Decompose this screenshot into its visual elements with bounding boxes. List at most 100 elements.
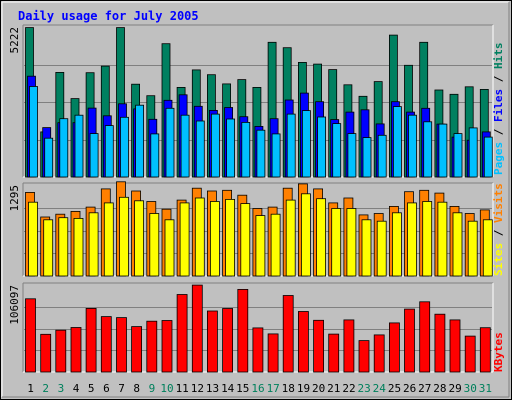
day-label-18: 18: [282, 382, 295, 395]
bar-pages-day-20: [317, 116, 327, 178]
bar-pages-day-29: [453, 133, 463, 178]
day-label-27: 27: [418, 382, 431, 395]
bar-sites-day-3: [58, 217, 69, 277]
bar-pages-day-31: [483, 136, 493, 178]
panel-requests: 5222 Pages / Files / Hits: [8, 24, 505, 178]
bar-kbytes-day-19: [297, 311, 309, 373]
bar-sites-day-8: [134, 200, 145, 277]
panel-kbytes: 106097 KBytes: [8, 282, 505, 373]
bar-pages-day-17: [271, 133, 281, 178]
panel-axis-label: Pages / Files / Hits: [492, 43, 505, 176]
bar-pages-day-7: [120, 116, 129, 178]
bar-sites-day-21: [331, 208, 342, 277]
day-label-15: 15: [236, 382, 249, 395]
day-label-22: 22: [342, 382, 355, 395]
bar-kbytes-day-26: [404, 308, 415, 373]
day-label-1: 1: [27, 382, 34, 395]
bar-pages-day-2: [44, 137, 54, 178]
panel-axis-label: KBytes: [492, 332, 505, 372]
bar-kbytes-day-25: [388, 322, 400, 373]
day-label-23: 23: [357, 382, 370, 395]
bar-sites-day-2: [43, 219, 54, 277]
bar-pages-day-18: [286, 113, 296, 178]
bar-pages-day-15: [241, 122, 251, 178]
bar-kbytes-day-27: [419, 301, 431, 373]
bar-sites-day-5: [88, 212, 99, 277]
x-axis-day-labels: 1 2 3 4 5 6 7 8 9 10 11 12 13 14 15 16 17 18 19 20 21 22 23 24 2…: [27, 382, 492, 395]
bar-pages-day-30: [468, 127, 478, 178]
day-label-9: 9: [149, 382, 156, 395]
bar-pages-day-23: [362, 137, 372, 178]
bar-sites-day-27: [422, 201, 433, 277]
bar-kbytes-day-15: [237, 288, 249, 373]
bar-sites-day-23: [361, 219, 372, 277]
day-label-14: 14: [221, 382, 235, 395]
bar-pages-day-13: [210, 113, 220, 178]
bar-pages-day-14: [226, 118, 236, 178]
panel-max-label: 1295: [8, 185, 21, 212]
bar-kbytes-day-12: [191, 284, 203, 373]
axis-label-part: Pages: [492, 142, 505, 175]
day-label-20: 20: [312, 382, 325, 395]
bar-kbytes-day-1: [25, 298, 36, 373]
day-label-4: 4: [73, 382, 80, 395]
bar-sites-day-18: [285, 199, 296, 277]
bar-sites-day-24: [376, 220, 387, 277]
bar-sites-day-31: [482, 219, 493, 277]
bar-kbytes-day-3: [55, 329, 67, 373]
day-label-30: 30: [464, 382, 477, 395]
axis-label-separator: /: [492, 122, 505, 142]
bar-kbytes-day-29: [449, 319, 461, 373]
day-label-8: 8: [133, 382, 140, 395]
bar-kbytes-day-31: [479, 327, 491, 373]
bar-kbytes-day-30: [464, 335, 476, 373]
bar-sites-day-16: [255, 215, 266, 277]
bar-sites-day-30: [467, 220, 478, 277]
panel-axis-label: Sites / Visits: [492, 183, 505, 276]
bar-pages-day-6: [104, 125, 114, 178]
bar-kbytes-day-5: [85, 307, 97, 373]
axis-label-part: Hits: [492, 43, 505, 70]
bar-sites-day-7: [119, 196, 129, 277]
day-label-31: 31: [479, 382, 492, 395]
bar-pages-day-8: [135, 104, 145, 178]
day-label-7: 7: [118, 382, 125, 395]
bar-sites-day-19: [300, 193, 311, 277]
panel-max-label: 106097: [8, 285, 21, 325]
bar-pages-day-9: [150, 133, 160, 178]
day-label-29: 29: [448, 382, 461, 395]
bar-sites-day-20: [316, 198, 327, 277]
bar-pages-day-19: [301, 110, 311, 178]
bar-kbytes-day-24: [373, 334, 385, 373]
bar-sites-day-1: [28, 201, 38, 277]
bar-pages-day-3: [59, 118, 69, 178]
bar-sites-day-28: [437, 201, 448, 277]
day-label-5: 5: [88, 382, 95, 395]
bar-sites-day-9: [149, 213, 160, 277]
bar-pages-day-25: [392, 106, 402, 178]
day-label-28: 28: [433, 382, 446, 395]
day-label-11: 11: [176, 382, 189, 395]
bar-kbytes-day-7: [116, 317, 127, 373]
axis-label-part: Visits: [492, 183, 505, 223]
bar-kbytes-day-23: [358, 340, 370, 373]
bar-pages-day-16: [256, 129, 266, 178]
bar-sites-day-4: [73, 217, 84, 277]
axis-label-part: KBytes: [492, 332, 505, 372]
bar-sites-day-14: [225, 198, 236, 277]
bar-sites-day-13: [209, 201, 220, 277]
day-label-26: 26: [403, 382, 416, 395]
bar-kbytes-day-22: [343, 319, 355, 373]
bar-sites-day-15: [240, 203, 251, 277]
day-label-13: 13: [206, 382, 219, 395]
bar-kbytes-day-21: [328, 333, 340, 373]
bar-pages-day-12: [195, 120, 205, 178]
bar-kbytes-day-10: [161, 320, 173, 373]
bar-pages-day-10: [165, 107, 175, 178]
bar-pages-day-5: [89, 133, 99, 178]
panel-sites: 1295 Sites / Visits: [8, 181, 505, 277]
panel-max-label: 5222: [8, 27, 21, 54]
bar-sites-day-12: [194, 197, 205, 277]
axis-label-separator: /: [492, 223, 505, 243]
bar-pages-day-27: [423, 121, 433, 178]
